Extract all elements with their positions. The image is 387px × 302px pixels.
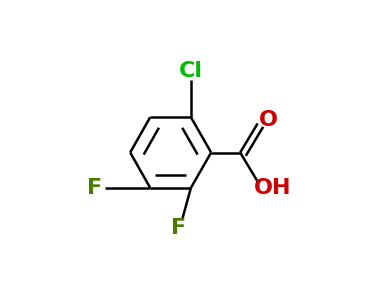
Text: F: F [171, 218, 186, 238]
Text: OH: OH [254, 178, 291, 198]
Text: Cl: Cl [179, 61, 203, 81]
Text: F: F [87, 178, 103, 198]
Text: O: O [259, 110, 277, 130]
